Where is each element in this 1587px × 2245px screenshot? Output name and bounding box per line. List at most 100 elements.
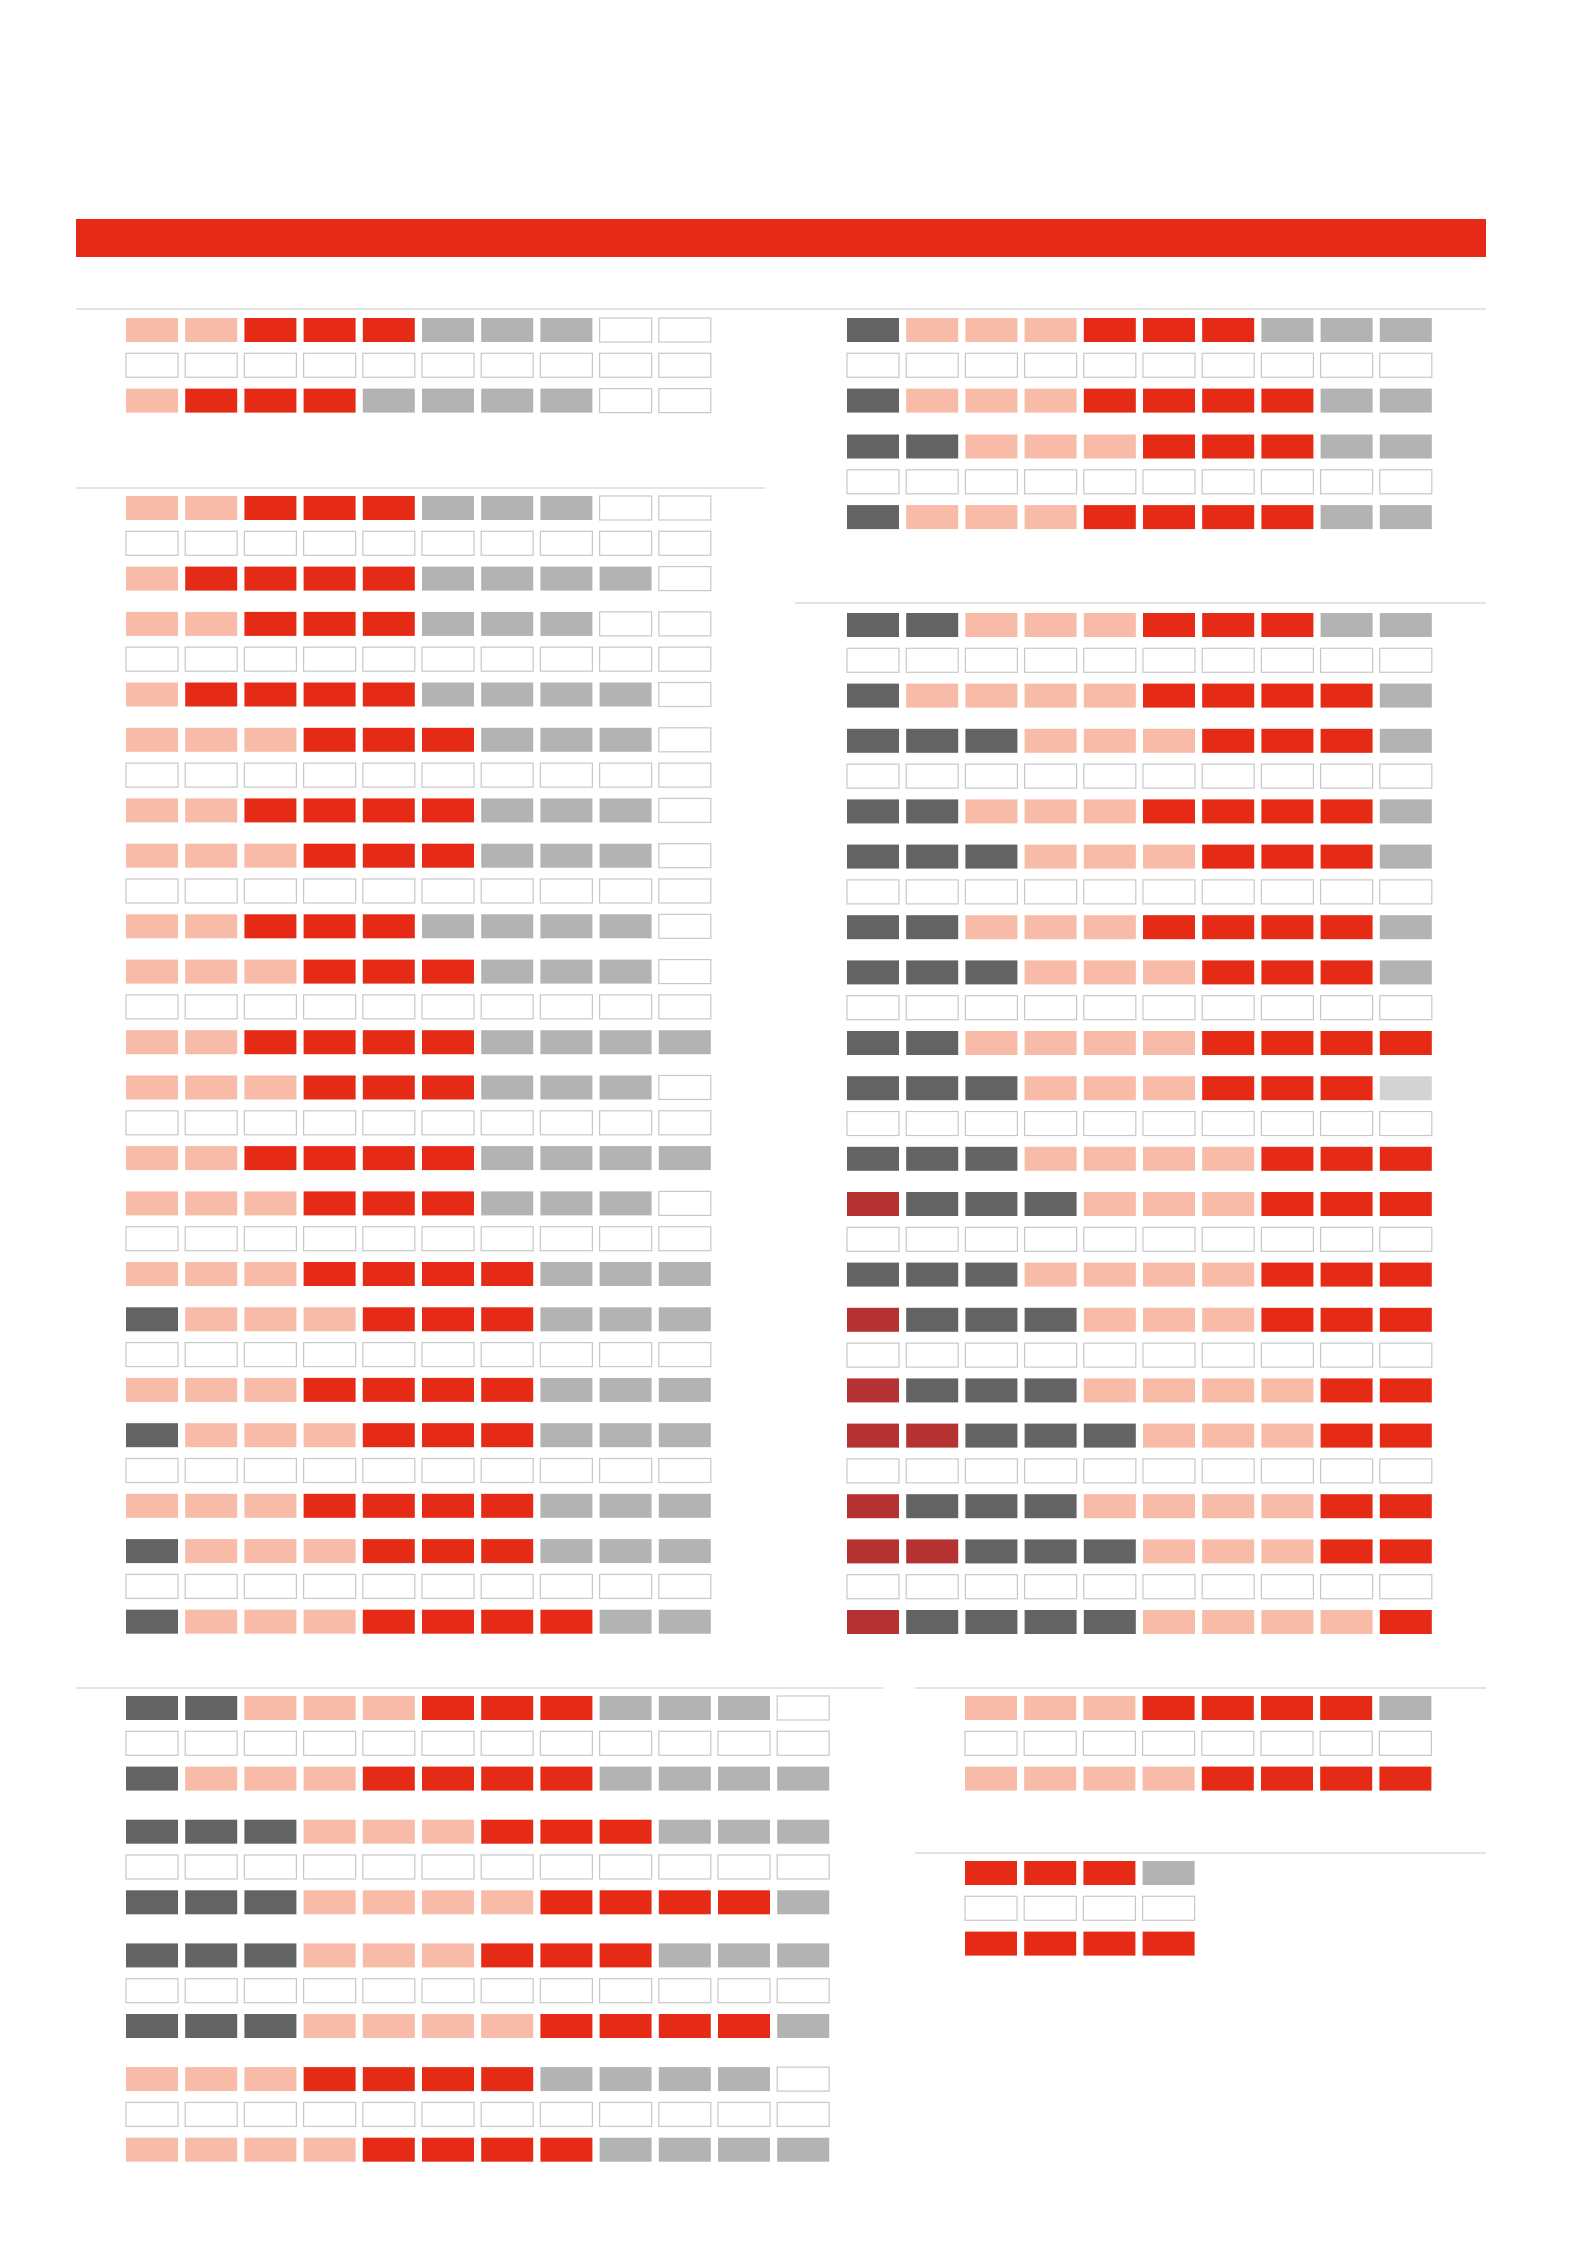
cell — [598, 352, 653, 378]
cell — [717, 1730, 771, 1756]
cell — [185, 1493, 238, 1518]
cell — [243, 2101, 297, 2127]
cell — [658, 352, 712, 378]
cell — [964, 995, 1019, 1021]
cell — [243, 1730, 297, 1756]
cell — [1143, 683, 1195, 708]
cell — [1024, 1539, 1077, 1564]
cell — [1142, 1342, 1196, 1368]
cell — [303, 914, 356, 939]
cell — [1261, 1378, 1314, 1403]
cell — [1261, 1262, 1314, 1287]
cell — [1261, 1192, 1314, 1216]
cell — [244, 566, 297, 591]
cell — [1143, 1307, 1195, 1332]
cell — [126, 1819, 178, 1844]
cell — [1083, 960, 1136, 985]
cell — [1082, 1895, 1137, 1921]
cell — [599, 1696, 652, 1720]
cell — [540, 1609, 593, 1634]
cell — [362, 1890, 415, 1915]
cell — [1261, 318, 1314, 342]
cell — [303, 318, 356, 342]
cell — [1142, 763, 1196, 789]
cell — [1083, 647, 1137, 673]
cell — [1379, 960, 1432, 985]
cell — [421, 1978, 475, 2004]
cell — [905, 1226, 959, 1252]
cell — [362, 496, 415, 520]
cell — [718, 1890, 770, 1915]
cell — [421, 2101, 475, 2127]
cell — [1024, 1378, 1077, 1403]
cell — [481, 496, 534, 520]
cell — [1143, 799, 1195, 824]
cell — [362, 1854, 416, 1880]
cell — [906, 683, 959, 708]
cell — [777, 1766, 830, 1791]
cell — [1083, 1226, 1137, 1252]
cell — [1023, 647, 1078, 673]
cell — [480, 878, 534, 904]
cell — [481, 1307, 534, 1332]
cell — [422, 611, 474, 636]
cell — [185, 1307, 238, 1332]
cell — [1319, 469, 1374, 495]
cell — [244, 798, 297, 823]
cell — [965, 960, 1018, 985]
cell — [1319, 352, 1374, 378]
cell — [598, 1226, 653, 1252]
cell — [1024, 388, 1077, 413]
cell — [422, 1890, 474, 1915]
cell — [1319, 995, 1374, 1021]
cell — [421, 646, 475, 672]
cell — [1083, 1076, 1136, 1101]
cell — [658, 681, 712, 708]
cell — [362, 318, 415, 342]
cell — [1143, 960, 1195, 985]
cell — [362, 1943, 415, 1968]
cell — [1024, 318, 1077, 342]
cell — [906, 505, 959, 530]
cell — [1083, 505, 1136, 530]
cell — [540, 318, 593, 342]
cell — [1083, 469, 1137, 495]
cell — [1083, 1031, 1136, 1055]
cell — [1083, 434, 1136, 459]
cell — [846, 647, 900, 673]
cell — [184, 2101, 238, 2127]
cell — [1082, 1730, 1137, 1756]
cell — [846, 469, 900, 495]
cell — [1379, 505, 1432, 530]
cell — [1023, 1574, 1078, 1600]
cell — [481, 1423, 534, 1448]
cell — [303, 682, 356, 707]
cell — [539, 762, 594, 788]
cell — [1083, 1262, 1136, 1287]
cell — [1024, 1076, 1077, 1101]
cell — [244, 318, 297, 342]
cell — [599, 1609, 652, 1634]
cell — [1142, 1861, 1195, 1885]
cell — [126, 1696, 178, 1720]
cell — [906, 1423, 959, 1448]
cell — [1261, 1766, 1313, 1791]
cell — [658, 2067, 711, 2092]
cell — [540, 1030, 593, 1055]
cell — [184, 878, 238, 904]
cell — [184, 994, 238, 1020]
cell — [658, 2101, 712, 2127]
cell — [184, 1978, 238, 2004]
cell — [658, 611, 712, 637]
cell — [777, 1890, 830, 1915]
cell — [847, 915, 899, 940]
cell — [599, 2137, 652, 2162]
cell — [1379, 434, 1432, 459]
cell — [244, 843, 297, 868]
cell — [422, 566, 474, 591]
cell — [480, 1457, 534, 1484]
cell — [905, 352, 959, 378]
cell — [244, 1307, 297, 1332]
cell — [303, 727, 356, 752]
